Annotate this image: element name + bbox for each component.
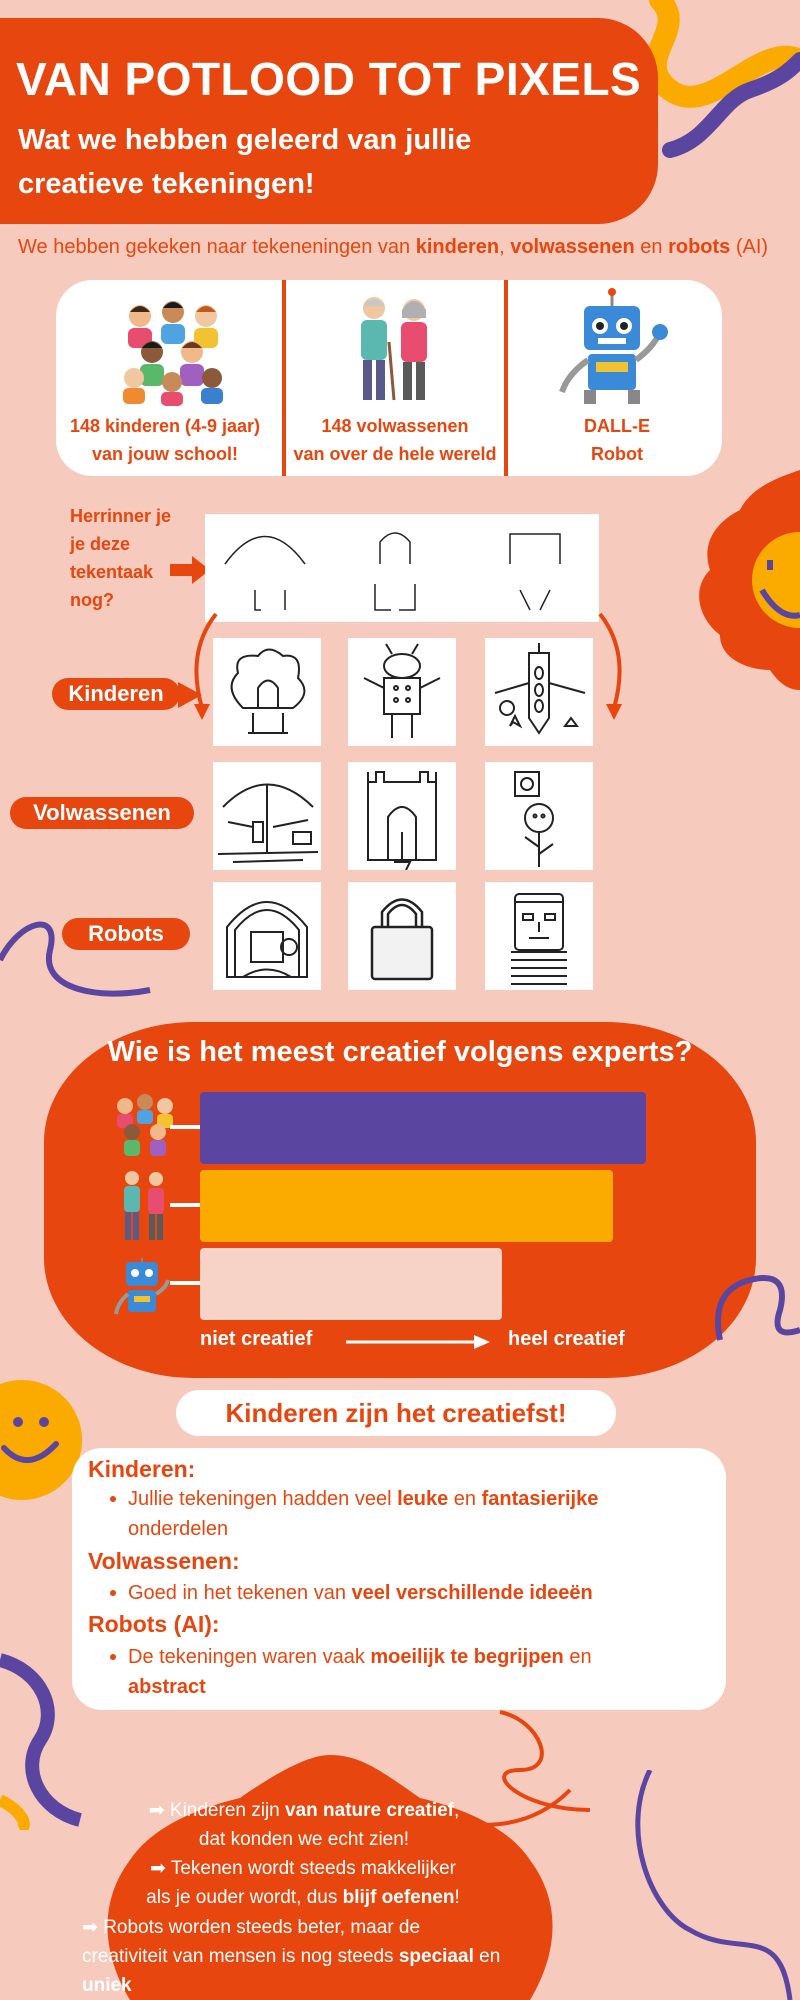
- group-adults: 148 volwassenen van over de hele wereld: [286, 280, 504, 476]
- arrow-right-icon: [178, 682, 202, 708]
- bar-robots: [200, 1248, 502, 1320]
- curved-arrow-right: [598, 612, 622, 720]
- drawing-prompt-box: [205, 514, 599, 622]
- squiggle-decoration: [715, 1275, 800, 1341]
- bar-connector: [170, 1281, 200, 1285]
- tip-3: ➡ Robots worden steeds beter, maar de cre…: [82, 1917, 501, 1996]
- drawing-thumbnail: [348, 882, 456, 990]
- group-adults-label: 148 volwassenen van over de hele wereld: [293, 416, 497, 464]
- drawing-thumbnail: [213, 638, 321, 746]
- intro-text: We hebben gekeken naar tekeneningen van …: [18, 236, 769, 258]
- drawing-thumbnail: [485, 638, 593, 746]
- page-title: VAN POTLOOD TOT PIXELS: [16, 53, 642, 105]
- squiggle-decoration: [0, 921, 151, 997]
- tips-blob: [107, 1755, 553, 2000]
- group-robot-label: DALL-E Robot: [584, 416, 650, 464]
- groups-card: 148 kinderen (4-9 jaar) van jouw school!…: [56, 280, 722, 476]
- bar-volwassenen: [200, 1170, 613, 1242]
- findings-volwassenen-heading: Volwassenen:: [88, 1548, 240, 1574]
- arrow-right-icon: ➡: [82, 1917, 98, 1938]
- squiggle-decoration: [635, 1770, 793, 2000]
- squiggle-decoration: [0, 1653, 83, 1830]
- row-label-robots: Robots: [62, 918, 190, 950]
- findings-robots-item: De tekeningen waren vaak moeilijk te beg…: [110, 1642, 698, 1702]
- group-robot: DALL-E Robot: [508, 280, 726, 476]
- arrow-right-icon: [170, 556, 210, 584]
- findings-kinderen-heading: Kinderen:: [88, 1456, 196, 1482]
- children-icon: [117, 1094, 173, 1156]
- divider: [504, 280, 508, 476]
- drawing-thumbnail: [348, 762, 456, 871]
- divider: [282, 280, 286, 476]
- chart-title: Wie is het meest creatief volgens expert…: [107, 1036, 693, 1068]
- sun-badge-decoration: [699, 470, 800, 690]
- conclusion-badge: Kinderen zijn het creatiefst!: [176, 1390, 616, 1436]
- tip-1: ➡ Kinderen zijn van nature creatief, dat…: [148, 1800, 460, 1850]
- findings-card: Kinderen: Jullie tekeningen hadden veel …: [72, 1448, 726, 1710]
- drawing-thumbnail: [213, 762, 321, 870]
- arrow-right-icon: [346, 1335, 490, 1349]
- drawing-thumbnail: [485, 882, 593, 990]
- squiggle-decoration: [644, 0, 800, 158]
- tip-2: ➡ Tekenen wordt steeds makkelijker als je…: [146, 1858, 460, 1908]
- drawing-thumbnail: [485, 762, 593, 870]
- drawing-thumbnail: [213, 882, 321, 990]
- stimulus-shapes: [224, 532, 561, 611]
- bar-connector: [170, 1125, 200, 1129]
- adults-illustration: [361, 297, 427, 401]
- axis-label-right: heel creatief: [508, 1328, 625, 1350]
- adults-icon: [124, 1171, 164, 1240]
- curved-arrow-icon: [460, 1710, 591, 1832]
- robot-icon: [559, 288, 668, 404]
- axis-label-left: niet creatief: [200, 1328, 313, 1350]
- children-illustration: [123, 301, 223, 406]
- group-children: 148 kinderen (4-9 jaar) van jouw school!: [56, 280, 274, 476]
- page-subtitle: Wat we hebben geleerd van jullie creatie…: [18, 124, 472, 200]
- arrow-right-icon: ➡: [150, 1858, 166, 1879]
- robot-icon: [114, 1252, 170, 1315]
- row-label-volwassenen: Volwassenen: [10, 797, 194, 829]
- arrow-right-icon: ➡: [148, 1800, 165, 1821]
- bar-kinderen: [200, 1092, 646, 1164]
- reminder-text: Herrinner je je deze tekentaak nog?: [70, 506, 172, 610]
- group-children-label: 148 kinderen (4-9 jaar) van jouw school!: [69, 416, 261, 464]
- drawing-thumbnail: [348, 638, 456, 746]
- header-banner: VAN POTLOOD TOT PIXELS Wat we hebben gel…: [0, 18, 658, 224]
- bar-connector: [170, 1203, 200, 1207]
- findings-kinderen-item: Jullie tekeningen hadden veel leuke en f…: [110, 1484, 698, 1544]
- findings-volwassenen-item: Goed in het tekenen van veel verschillen…: [110, 1578, 698, 1608]
- smiley-icon: [0, 1380, 82, 1500]
- findings-robots-heading: Robots (AI):: [88, 1611, 220, 1637]
- row-label-kinderen: Kinderen: [52, 678, 180, 710]
